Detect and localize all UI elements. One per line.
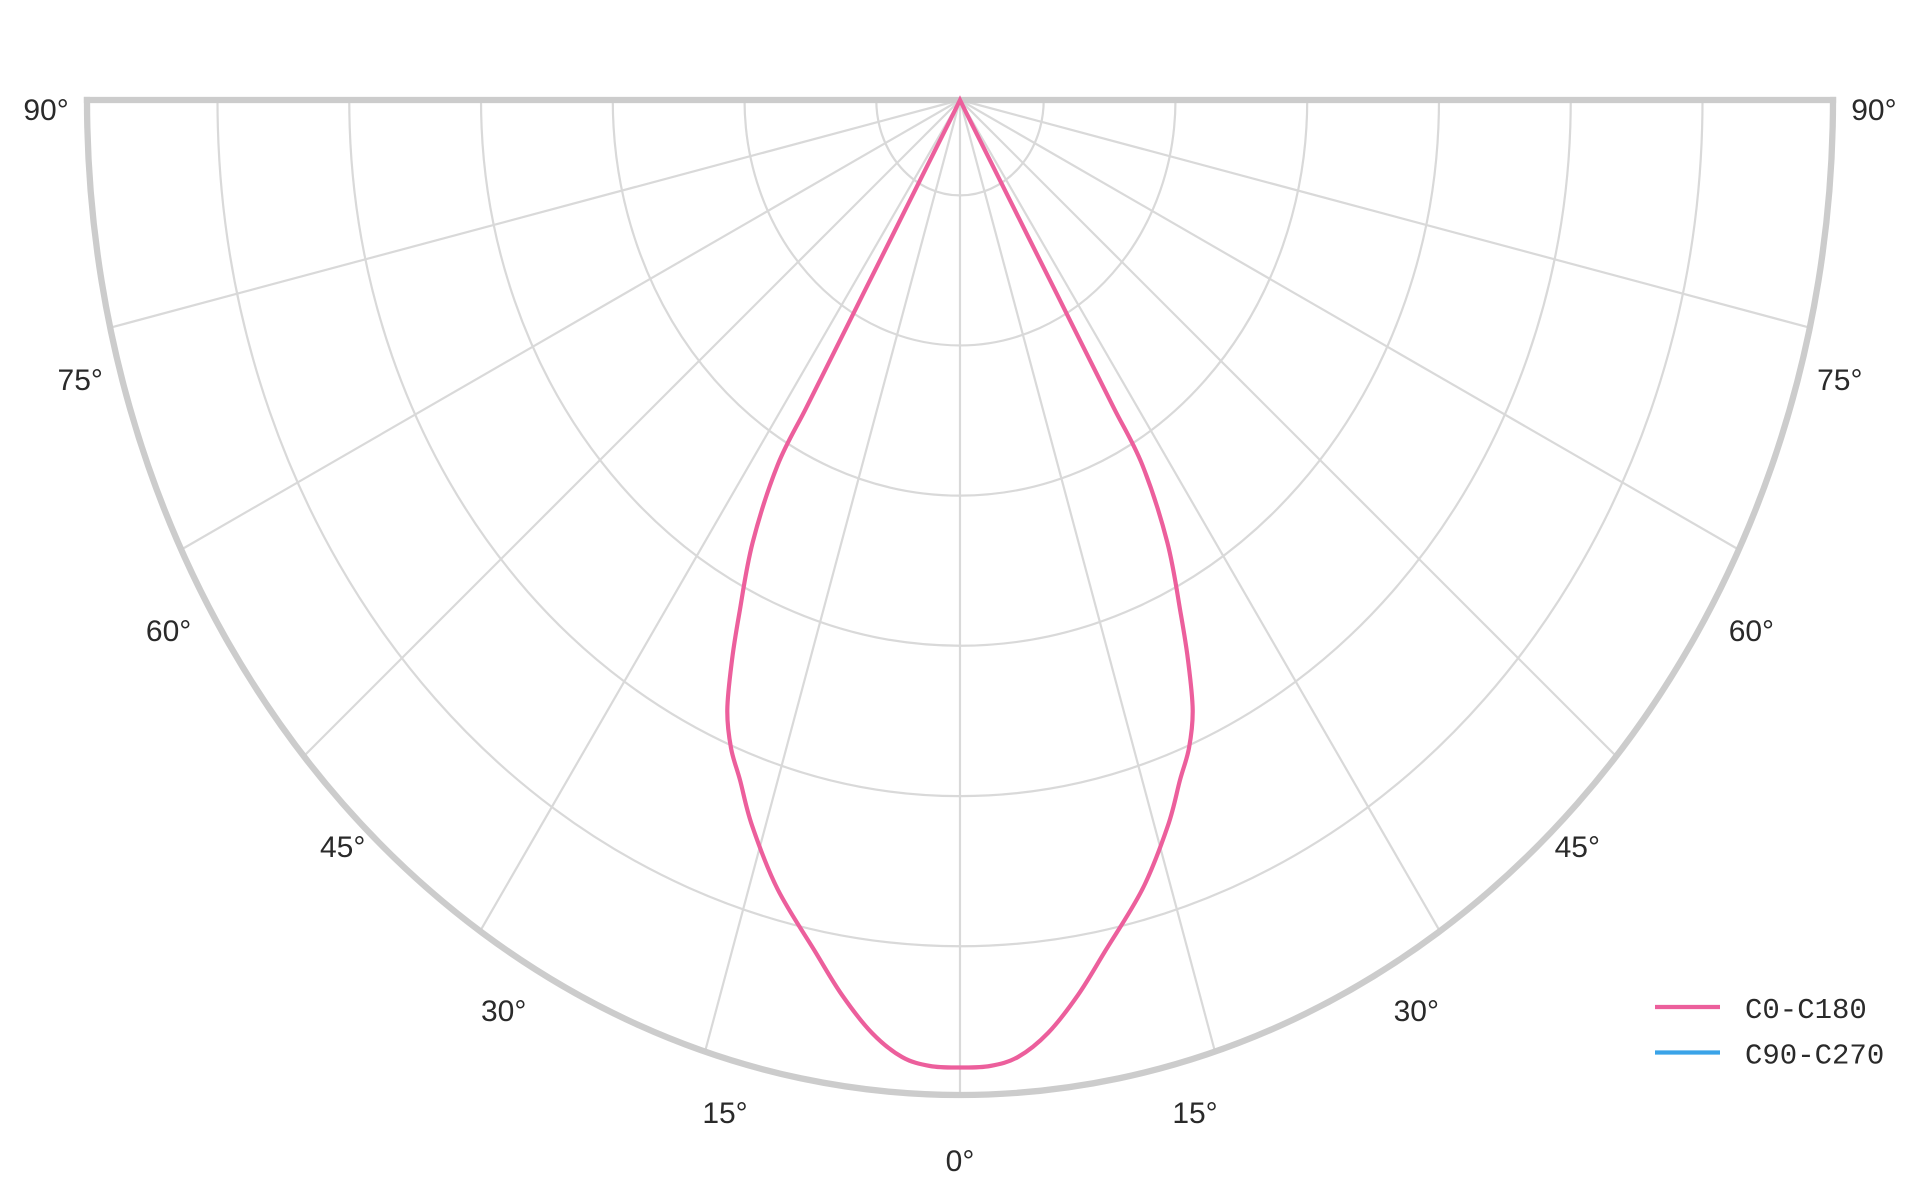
svg-text:15°: 15°: [1172, 1097, 1217, 1130]
svg-text:60°: 60°: [146, 615, 191, 648]
svg-text:75°: 75°: [1817, 364, 1862, 397]
svg-text:60°: 60°: [1729, 615, 1774, 648]
svg-text:30°: 30°: [1394, 995, 1439, 1028]
svg-text:C90-C270: C90-C270: [1745, 1040, 1884, 1073]
svg-text:90°: 90°: [1851, 94, 1896, 127]
svg-text:0°: 0°: [946, 1145, 975, 1177]
svg-text:30°: 30°: [481, 995, 526, 1028]
svg-text:90°: 90°: [23, 94, 68, 127]
svg-text:15°: 15°: [702, 1097, 747, 1130]
svg-text:45°: 45°: [320, 831, 365, 864]
svg-text:45°: 45°: [1555, 831, 1600, 864]
svg-text:C0-C180: C0-C180: [1745, 994, 1867, 1027]
svg-text:75°: 75°: [58, 364, 103, 397]
